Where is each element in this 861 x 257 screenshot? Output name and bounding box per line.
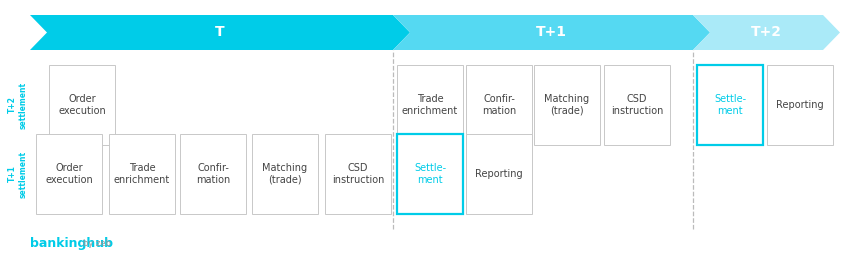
FancyBboxPatch shape: [697, 65, 762, 145]
Text: Settle-
ment: Settle- ment: [713, 94, 746, 116]
Text: T+2: T+2: [750, 25, 781, 40]
Text: Confir-
mation: Confir- mation: [481, 94, 516, 116]
FancyBboxPatch shape: [604, 65, 669, 145]
FancyBboxPatch shape: [397, 134, 462, 214]
Text: Trade
enrichment: Trade enrichment: [401, 94, 457, 116]
FancyBboxPatch shape: [180, 134, 245, 214]
Text: Matching
(trade): Matching (trade): [544, 94, 589, 116]
FancyBboxPatch shape: [49, 65, 115, 145]
Text: Order
execution: Order execution: [58, 94, 106, 116]
Text: T: T: [215, 25, 225, 40]
FancyBboxPatch shape: [108, 134, 175, 214]
Polygon shape: [393, 15, 709, 50]
Text: bankinghub: bankinghub: [30, 236, 113, 250]
FancyBboxPatch shape: [533, 65, 599, 145]
Text: Matching
(trade): Matching (trade): [262, 163, 307, 185]
FancyBboxPatch shape: [766, 65, 832, 145]
Text: Order
execution: Order execution: [45, 163, 93, 185]
Polygon shape: [692, 15, 839, 50]
Text: Trade
enrichment: Trade enrichment: [114, 163, 170, 185]
FancyBboxPatch shape: [325, 134, 391, 214]
FancyBboxPatch shape: [466, 65, 531, 145]
Text: T+2
settlement: T+2 settlement: [9, 81, 28, 128]
Text: Settle-
ment: Settle- ment: [413, 163, 445, 185]
Text: Reporting: Reporting: [775, 100, 823, 110]
Text: by zeb: by zeb: [83, 240, 111, 249]
FancyBboxPatch shape: [466, 134, 531, 214]
Polygon shape: [30, 15, 410, 50]
Text: Reporting: Reporting: [474, 169, 523, 179]
Text: Confir-
mation: Confir- mation: [195, 163, 230, 185]
FancyBboxPatch shape: [251, 134, 318, 214]
FancyBboxPatch shape: [397, 65, 462, 145]
Text: T+1
settlement: T+1 settlement: [9, 150, 28, 198]
Text: CSD
instruction: CSD instruction: [331, 163, 384, 185]
FancyBboxPatch shape: [36, 134, 102, 214]
Text: CSD
instruction: CSD instruction: [610, 94, 662, 116]
Text: T+1: T+1: [536, 25, 567, 40]
